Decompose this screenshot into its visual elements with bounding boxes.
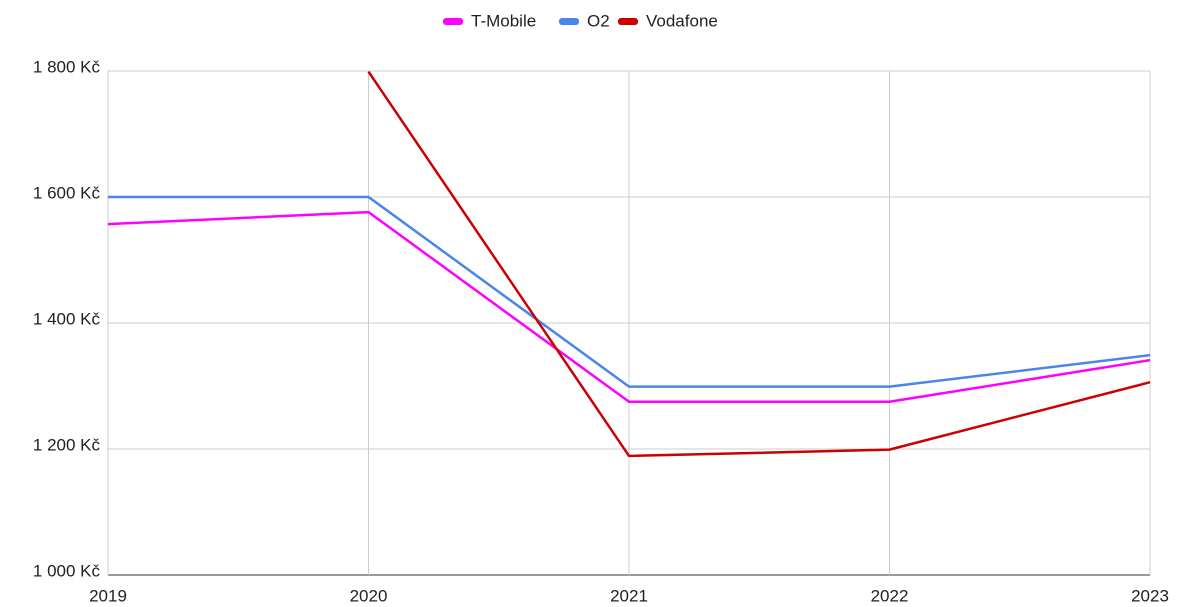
series-line (367, 70, 1151, 458)
y-tick-label: 1 200 Kč (33, 435, 101, 454)
legend-swatch (559, 18, 579, 25)
x-tick-label: 2022 (871, 586, 909, 605)
legend-label: Vodafone (646, 11, 718, 30)
x-tick-label: 2021 (610, 586, 648, 605)
legend-label: T-Mobile (471, 11, 536, 30)
series-line (107, 210, 1151, 403)
y-tick-label: 1 600 Kč (33, 183, 101, 202)
y-tick-label: 1 800 Kč (33, 57, 101, 76)
legend-swatch (618, 18, 638, 25)
legend-swatch (443, 18, 463, 25)
x-tick-label: 2019 (89, 586, 127, 605)
x-tick-label: 2023 (1131, 586, 1169, 605)
legend-label: O2 (587, 11, 610, 30)
series-line (108, 195, 1151, 388)
x-tick-label: 2020 (350, 586, 388, 605)
y-tick-label: 1 000 Kč (33, 561, 101, 580)
y-tick-label: 1 400 Kč (33, 309, 101, 328)
